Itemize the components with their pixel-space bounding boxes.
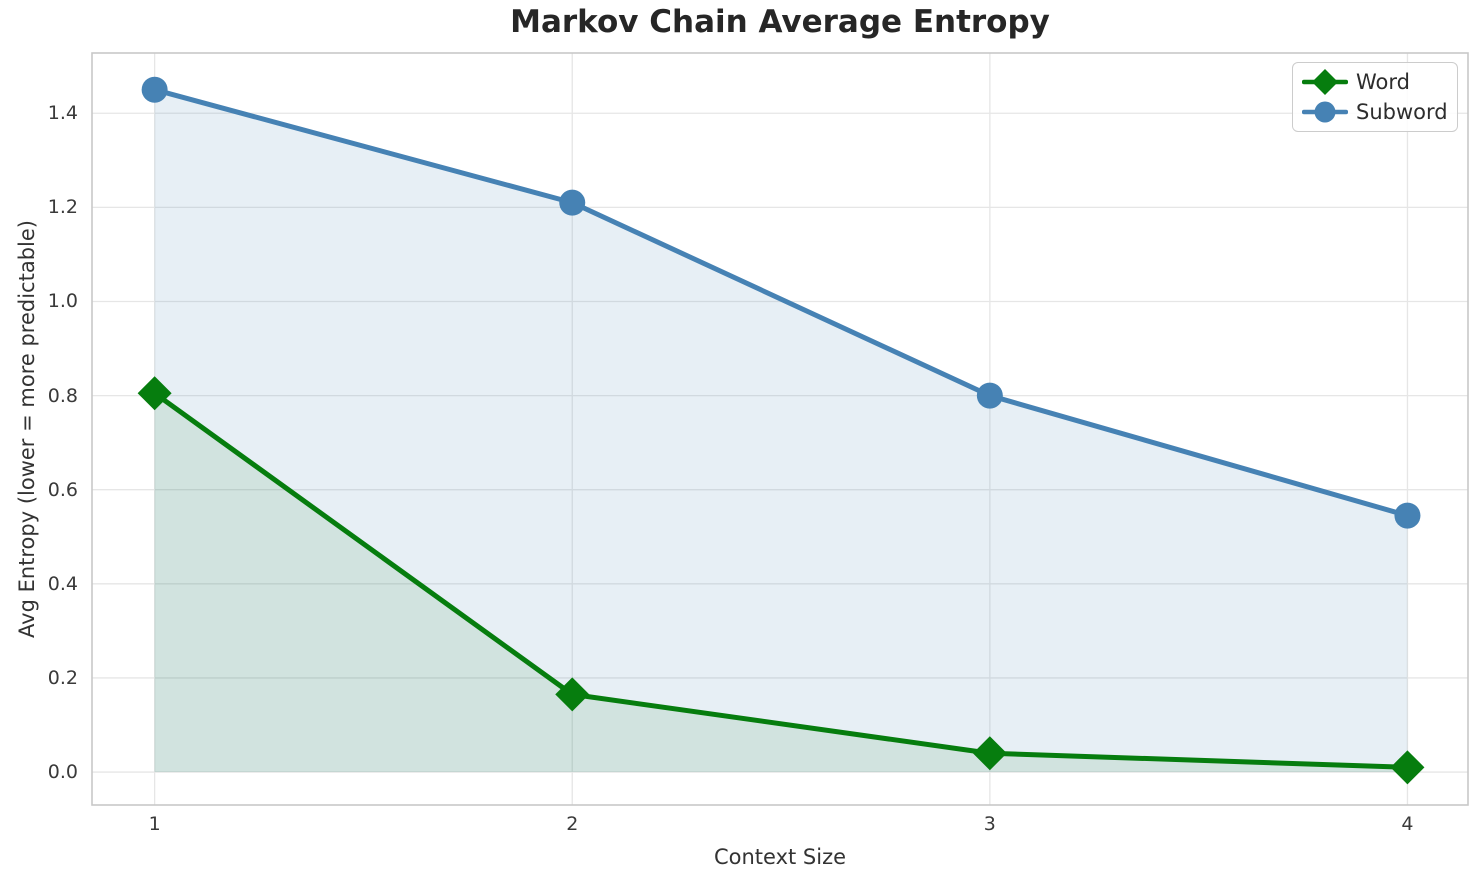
x-tick-label: 4 [1401,813,1414,835]
axes-spines [91,52,1469,806]
x-tick-label: 3 [983,813,996,835]
legend-item-word: Word [1302,67,1448,97]
legend-item-subword: Subword [1302,97,1448,127]
y-tick-label: 0.4 [47,572,78,595]
chart-title: Markov Chain Average Entropy [510,4,1050,40]
x-tick-label: 1 [148,813,161,835]
area-fill-subword [154,89,1408,773]
data-point-subword [976,382,1003,409]
y-tick-label: 0.6 [47,478,78,501]
area-fill-word [154,393,1408,773]
y-tick-label: 1.4 [47,102,78,125]
data-point-word [555,677,590,712]
data-point-subword [141,76,168,103]
y-tick-label: 0.2 [47,666,78,689]
x-axis-label: Context Size [713,845,847,869]
data-point-word [972,736,1007,771]
y-tick-label: 1.2 [47,196,78,219]
data-point-word [137,376,172,411]
legend: Word Subword [1292,62,1458,132]
diamond-marker-icon [1302,69,1348,95]
circle-marker-icon [1302,101,1348,123]
series-line-word [152,390,1410,770]
legend-label: Subword [1356,100,1448,124]
y-tick-label: 0.8 [47,384,78,407]
data-point-subword [1394,502,1421,529]
x-tick-label: 2 [566,813,579,835]
y-tick-label: 0.0 [47,761,78,784]
legend-label: Word [1356,70,1410,94]
y-tick-label: 1.0 [47,290,78,313]
series-line-subword [152,87,1410,519]
data-point-subword [559,189,586,216]
data-point-word [1390,750,1425,785]
